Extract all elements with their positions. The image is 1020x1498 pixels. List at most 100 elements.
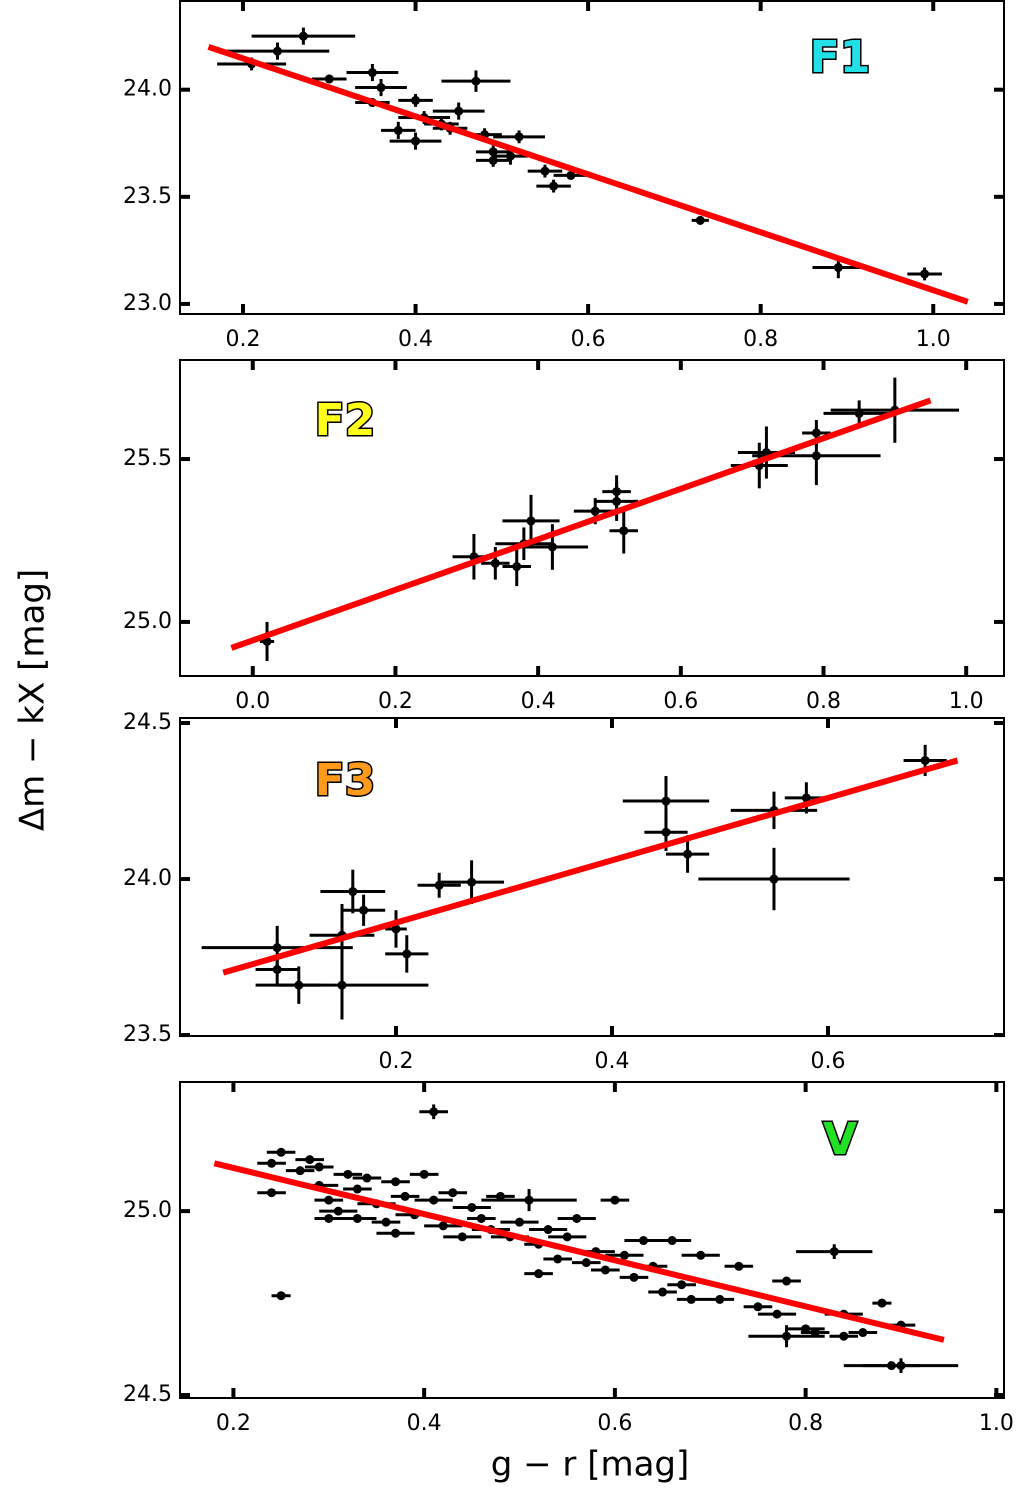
point [920, 269, 930, 279]
x-tick-label: 1.0 [916, 327, 951, 352]
x-tick-label: 0.4 [521, 689, 556, 714]
point [490, 558, 500, 568]
point [811, 451, 821, 461]
point [429, 1107, 439, 1117]
point [457, 1232, 467, 1242]
point [600, 1265, 610, 1275]
x-tick-label: 0.2 [378, 1049, 413, 1074]
x-tick-label: 0.6 [597, 1411, 632, 1436]
point [772, 1309, 782, 1319]
plot-frame [179, 359, 1005, 677]
point [695, 215, 705, 225]
point [696, 1250, 706, 1260]
x-tick-label: 0.2 [216, 1411, 251, 1436]
point [562, 1232, 572, 1242]
point [391, 1177, 401, 1187]
point [686, 1294, 696, 1304]
point [411, 136, 421, 146]
x-axis-label: g − r [mag] [491, 1445, 690, 1485]
point [324, 1195, 334, 1205]
point [359, 905, 369, 915]
point [333, 1206, 343, 1216]
x-tick-label: 0.8 [743, 327, 778, 352]
y-tick-label: 24.5 [123, 1382, 172, 1407]
point [448, 1188, 458, 1198]
x-tick-label: 0.6 [663, 689, 698, 714]
point [661, 796, 671, 806]
x-tick-label: 0.2 [225, 327, 260, 352]
x-tick-label: 0.4 [594, 1049, 629, 1074]
point [581, 1258, 591, 1268]
fit-line [222, 757, 959, 976]
plot-frame [179, 0, 1005, 315]
point [619, 526, 629, 536]
fit-line [207, 44, 969, 305]
point [295, 1166, 305, 1176]
point [877, 1298, 887, 1308]
x-tick-label: 0.2 [378, 689, 413, 714]
point [467, 1202, 477, 1212]
point [619, 1250, 629, 1260]
x-tick-label: 0.6 [571, 327, 606, 352]
point [467, 877, 477, 887]
point [362, 1173, 372, 1183]
point [858, 1328, 868, 1338]
point [352, 1184, 362, 1194]
point [376, 83, 386, 93]
point [402, 949, 412, 959]
point [419, 1169, 429, 1179]
point [488, 155, 498, 165]
point [782, 1331, 792, 1341]
fit-line [213, 1160, 945, 1343]
point [753, 1302, 763, 1312]
point [391, 924, 401, 934]
point [801, 793, 811, 803]
x-tick-label: 1.0 [949, 689, 984, 714]
point [534, 1269, 544, 1279]
point [411, 95, 421, 105]
point [400, 1191, 410, 1201]
x-tick-label: 0.4 [398, 327, 433, 352]
point [612, 496, 622, 506]
point [367, 68, 377, 78]
point [276, 1147, 286, 1157]
point [454, 106, 464, 116]
y-tick-label: 25.5 [123, 446, 172, 471]
point [381, 1217, 391, 1227]
point [272, 46, 282, 56]
x-tick-label: 0.0 [235, 689, 270, 714]
point [514, 132, 524, 142]
point [276, 1291, 286, 1301]
point [833, 263, 843, 273]
panel-title: F3 [315, 755, 376, 806]
point [667, 1236, 677, 1246]
point [553, 1254, 563, 1264]
x-tick-label: 0.8 [788, 1411, 823, 1436]
point [267, 1158, 277, 1168]
y-tick-label: 25.0 [123, 609, 172, 634]
point [549, 181, 559, 191]
plot-frame [179, 1081, 1005, 1399]
point [782, 1276, 792, 1286]
panel-title: F1 [810, 32, 871, 83]
fit-line [230, 397, 932, 651]
point [324, 1213, 334, 1223]
point [590, 506, 600, 516]
point [393, 125, 403, 135]
x-tick-label: 1.0 [979, 1411, 1014, 1436]
panel-title: F2 [315, 395, 376, 446]
point [526, 516, 536, 526]
point [305, 1155, 315, 1165]
point [896, 1361, 906, 1371]
y-tick-label: 24.0 [123, 866, 172, 891]
point [683, 849, 693, 859]
point [829, 1247, 839, 1257]
point [566, 170, 576, 180]
point [429, 1195, 439, 1205]
point [547, 542, 557, 552]
point [661, 827, 671, 837]
point [920, 755, 930, 765]
y-tick-label: 24.5 [123, 710, 172, 735]
point [343, 1169, 353, 1179]
